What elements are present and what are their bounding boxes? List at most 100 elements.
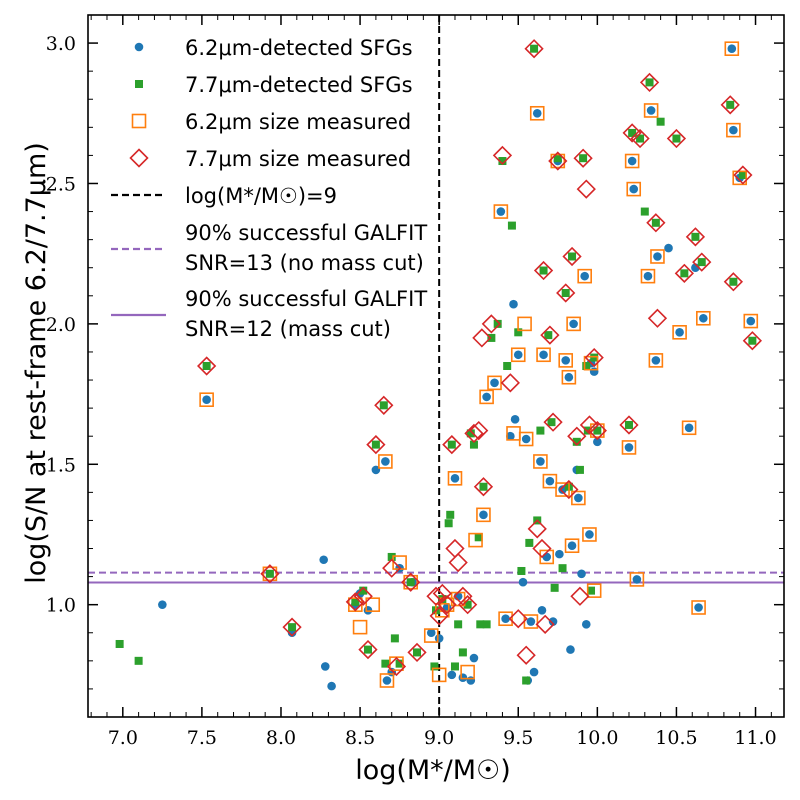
data-point bbox=[524, 39, 544, 59]
data-point bbox=[643, 271, 653, 281]
data-point bbox=[699, 313, 708, 323]
data-point bbox=[547, 418, 556, 427]
data-point bbox=[518, 431, 534, 447]
data-point bbox=[544, 331, 553, 340]
data-point bbox=[692, 252, 712, 272]
data-point bbox=[479, 510, 488, 520]
data-point bbox=[387, 667, 397, 677]
data-point bbox=[510, 347, 526, 363]
data-point bbox=[450, 662, 459, 671]
data-point bbox=[648, 353, 664, 368]
data-point bbox=[666, 128, 687, 149]
data-point bbox=[651, 218, 660, 227]
data-point bbox=[561, 356, 571, 365]
data-point bbox=[530, 44, 539, 53]
data-point bbox=[158, 600, 167, 609]
data-point bbox=[371, 465, 381, 475]
data-point bbox=[351, 597, 360, 606]
legend-marker bbox=[131, 113, 147, 129]
data-point bbox=[378, 454, 393, 469]
data-point bbox=[374, 395, 394, 415]
legend-entry-2: 7.7μm-detected SFGs bbox=[135, 73, 413, 97]
data-point bbox=[629, 572, 645, 587]
data-point bbox=[542, 552, 552, 562]
data-point bbox=[629, 184, 639, 194]
data-point bbox=[442, 434, 462, 455]
data-point bbox=[453, 586, 473, 606]
data-point bbox=[134, 656, 143, 665]
data-point bbox=[558, 353, 574, 368]
data-point bbox=[720, 95, 740, 115]
legend-label: 7.7μm size measured bbox=[185, 147, 411, 171]
legend-label: 6.2μm-detected SFGs bbox=[185, 36, 413, 60]
data-point bbox=[581, 620, 591, 629]
data-point bbox=[445, 538, 465, 559]
data-point bbox=[732, 170, 748, 186]
data-point bbox=[359, 586, 368, 595]
data-point bbox=[570, 586, 590, 606]
data-point bbox=[406, 578, 415, 587]
legend-label: log(M*/M☉)=9 bbox=[185, 184, 337, 208]
legend-entry-3: 6.2μm size measured bbox=[131, 110, 411, 134]
data-point bbox=[724, 41, 740, 56]
data-point bbox=[539, 266, 548, 275]
data-point bbox=[345, 592, 365, 612]
data-point bbox=[656, 117, 665, 126]
data-point bbox=[561, 369, 577, 385]
data-point bbox=[556, 283, 576, 303]
data-point bbox=[352, 619, 368, 635]
data-point bbox=[624, 153, 640, 169]
data-point bbox=[539, 350, 548, 360]
data-point bbox=[358, 639, 378, 660]
data-point bbox=[586, 583, 602, 598]
data-point bbox=[748, 336, 757, 345]
data-point bbox=[458, 595, 478, 615]
legend-label-line2: SNR=13 (no mass cut) bbox=[185, 251, 424, 275]
data-point bbox=[584, 347, 604, 368]
data-point bbox=[543, 412, 563, 432]
data-point bbox=[431, 667, 447, 683]
data-point bbox=[738, 171, 747, 180]
data-point bbox=[508, 609, 528, 629]
data-point bbox=[691, 232, 700, 241]
data-point bbox=[684, 423, 694, 433]
data-point bbox=[674, 263, 694, 283]
data-point bbox=[727, 44, 737, 53]
data-point bbox=[447, 471, 463, 486]
data-point bbox=[566, 645, 575, 654]
data-point bbox=[379, 401, 388, 410]
data-point bbox=[636, 134, 645, 143]
data-point bbox=[532, 538, 552, 559]
x-tick-label: 8.5 bbox=[345, 727, 375, 749]
data-point bbox=[500, 373, 520, 393]
x-tick-label: 9.5 bbox=[503, 727, 533, 749]
data-point bbox=[567, 426, 587, 446]
data-point bbox=[202, 362, 211, 370]
data-point bbox=[450, 474, 460, 483]
data-point bbox=[561, 288, 570, 297]
legend-entry-5: log(M*/M☉)=9 bbox=[111, 184, 337, 208]
data-point bbox=[558, 564, 567, 573]
plot-frame bbox=[87, 14, 785, 718]
data-point bbox=[468, 532, 483, 548]
data-point bbox=[564, 538, 580, 554]
y-tick-label: 1.5 bbox=[46, 454, 76, 476]
data-point bbox=[726, 122, 741, 138]
data-point bbox=[576, 179, 596, 199]
data-point bbox=[407, 642, 427, 663]
data-point bbox=[413, 648, 422, 657]
data-point bbox=[643, 103, 659, 118]
data-point bbox=[447, 440, 456, 449]
data-point bbox=[423, 628, 439, 643]
y-tick-label: 2.5 bbox=[46, 173, 76, 195]
data-point bbox=[567, 541, 577, 551]
data-point bbox=[363, 605, 373, 615]
data-point bbox=[479, 389, 494, 405]
data-point bbox=[506, 431, 515, 441]
x-tick-label: 8.0 bbox=[266, 727, 296, 749]
data-point bbox=[386, 656, 407, 677]
data-point bbox=[574, 493, 583, 503]
x-tick-label: 7.5 bbox=[187, 727, 217, 749]
legend-label-line2: SNR=12 (mass cut) bbox=[185, 317, 391, 341]
data-point bbox=[514, 328, 523, 337]
